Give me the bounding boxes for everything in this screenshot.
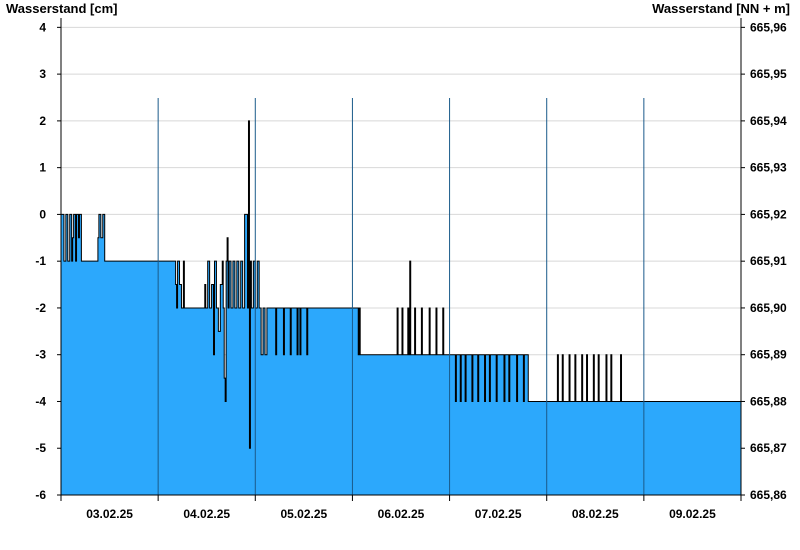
tick-label-layer: 4 665,96 3 665,95 2 665,94 1 665,93 0 665,92 -1 665… bbox=[35, 20, 787, 521]
axis-layer bbox=[57, 18, 745, 501]
y-tick-label-right: 665,88 bbox=[750, 394, 787, 408]
y-tick-label-left: -4 bbox=[35, 394, 46, 408]
y-tick-label-left: 1 bbox=[39, 161, 46, 175]
y-tick-label-left: -1 bbox=[35, 254, 46, 268]
x-tick-label: 03.02.25 bbox=[86, 507, 133, 521]
water-level-line bbox=[61, 120, 741, 449]
y-tick-label-right: 665,94 bbox=[750, 114, 787, 128]
y-tick-label-left: 4 bbox=[39, 20, 46, 34]
y-tick-label-right: 665,86 bbox=[750, 488, 787, 502]
y-tick-label-left: 2 bbox=[39, 114, 46, 128]
x-tick-label: 08.02.25 bbox=[572, 507, 619, 521]
y-tick-label-left: -5 bbox=[35, 441, 46, 455]
x-tick-label: 07.02.25 bbox=[475, 507, 522, 521]
x-tick-label: 04.02.25 bbox=[183, 507, 230, 521]
y-tick-label-right: 665,96 bbox=[750, 20, 787, 34]
area-layer bbox=[61, 120, 741, 495]
x-tick-label: 09.02.25 bbox=[669, 507, 716, 521]
y-tick-label-left: -2 bbox=[35, 301, 46, 315]
y-axis-label-left: Wasserstand [cm] bbox=[6, 1, 118, 16]
y-tick-label-right: 665,91 bbox=[750, 254, 787, 268]
y-axis-label-right: Wasserstand [NN + m] bbox=[652, 1, 790, 16]
y-tick-label-right: 665,95 bbox=[750, 67, 787, 81]
y-tick-label-right: 665,89 bbox=[750, 348, 787, 362]
x-tick-label: 06.02.25 bbox=[378, 507, 425, 521]
y-tick-label-left: 3 bbox=[39, 67, 46, 81]
y-tick-label-right: 665,93 bbox=[750, 161, 787, 175]
y-tick-label-right: 665,90 bbox=[750, 301, 787, 315]
y-tick-label-left: -6 bbox=[35, 488, 46, 502]
y-tick-label-left: 0 bbox=[39, 207, 46, 221]
y-tick-label-right: 665,92 bbox=[750, 207, 787, 221]
y-tick-label-right: 665,87 bbox=[750, 441, 787, 455]
day-separator-layer bbox=[157, 98, 645, 495]
x-tick-label: 05.02.25 bbox=[280, 507, 327, 521]
y-tick-label-left: -3 bbox=[35, 348, 46, 362]
